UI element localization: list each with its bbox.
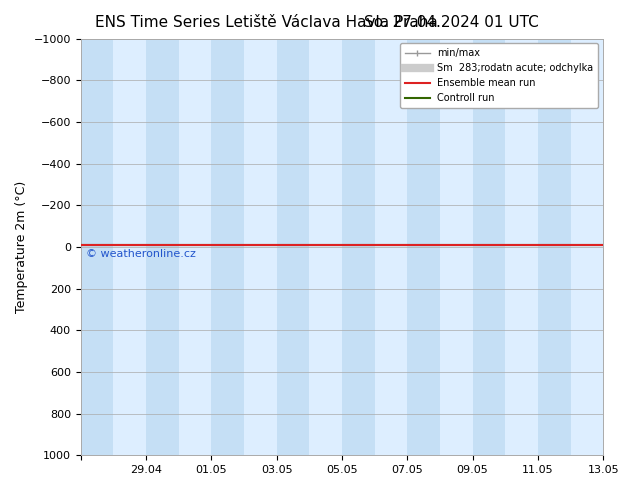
Y-axis label: Temperature 2m (°C): Temperature 2m (°C): [15, 181, 28, 313]
Text: © weatheronline.cz: © weatheronline.cz: [86, 249, 196, 259]
Bar: [603, 39, 634, 455]
Bar: [342, 39, 375, 455]
Legend: min/max, Sm  283;rodatn acute; odchylka, Ensemble mean run, Controll run: min/max, Sm 283;rodatn acute; odchylka, …: [401, 44, 598, 108]
Text: ENS Time Series Letiště Václava Havla Praha: ENS Time Series Letiště Václava Havla Pr…: [95, 15, 438, 30]
Text: So. 27.04.2024 01 UTC: So. 27.04.2024 01 UTC: [364, 15, 539, 30]
Bar: [81, 39, 113, 455]
Bar: [472, 39, 505, 455]
Bar: [211, 39, 244, 455]
Bar: [407, 39, 440, 455]
Bar: [146, 39, 179, 455]
Bar: [276, 39, 309, 455]
Bar: [538, 39, 571, 455]
